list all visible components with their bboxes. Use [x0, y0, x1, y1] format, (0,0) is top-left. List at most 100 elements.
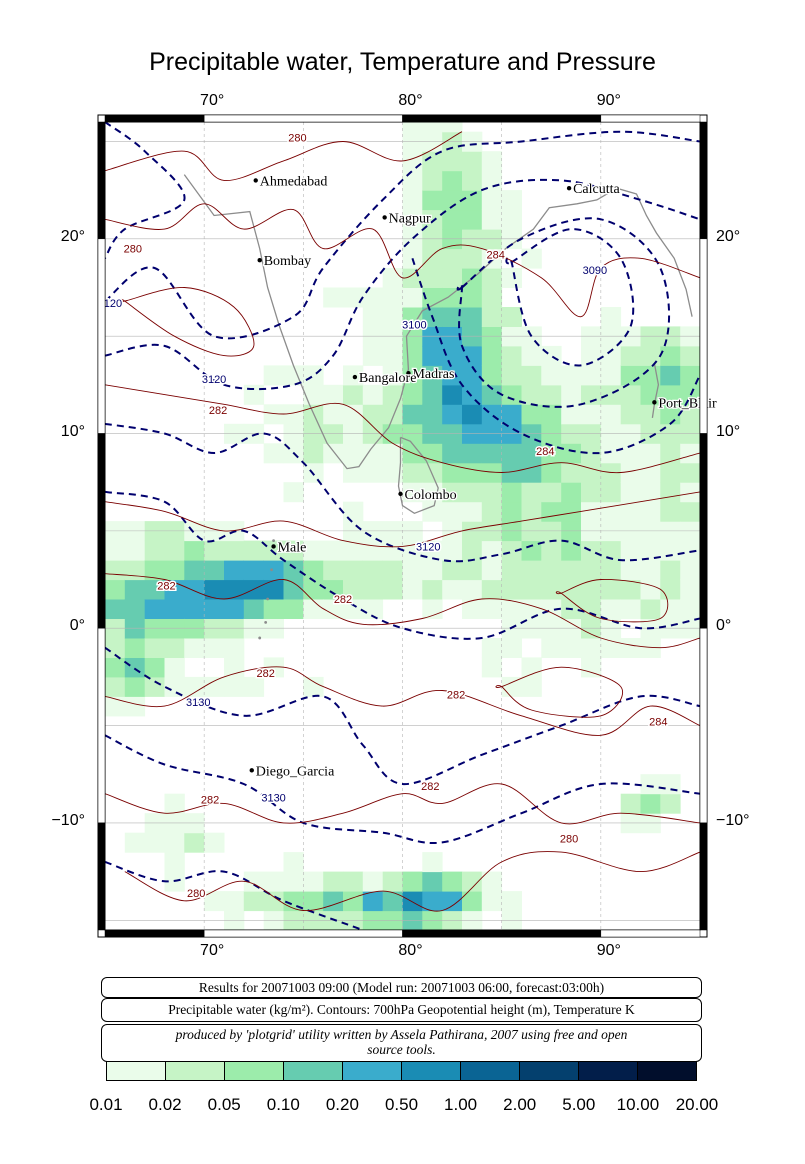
- precip-cell: [481, 345, 503, 366]
- precip-cell: [442, 404, 463, 425]
- city-dot: [382, 215, 387, 220]
- precip-cell: [422, 852, 443, 873]
- precip-cell: [382, 443, 403, 464]
- precip-cell: [481, 307, 503, 327]
- precip-cell: [581, 345, 602, 366]
- precip-cell: [224, 560, 245, 581]
- precip-cell: [422, 190, 443, 211]
- temperature-label: 280: [288, 132, 306, 144]
- precip-cell: [105, 657, 126, 678]
- city-madras[interactable]: Madras: [406, 366, 456, 383]
- city-diego-garcia[interactable]: Diego_Garcia: [249, 763, 336, 781]
- precip-cell: [462, 248, 483, 269]
- lon-tick-top: 70°: [200, 92, 225, 109]
- precip-cell: [640, 540, 661, 561]
- precip-cell: [442, 891, 463, 912]
- precip-cell: [581, 540, 602, 561]
- precip-cell: [402, 462, 423, 483]
- coastline-india: [183, 174, 693, 470]
- precip-cell: [283, 365, 304, 386]
- frame-segment: [97, 627, 106, 824]
- precip-cell: [362, 579, 384, 600]
- temperature-label: 282: [256, 668, 274, 680]
- precip-cell: [501, 599, 522, 619]
- city-calcutta[interactable]: Calcutta: [566, 181, 622, 198]
- colorbar-label: 0.20: [325, 1095, 359, 1114]
- precip-cell: [362, 891, 384, 912]
- precip-cell: [481, 579, 503, 600]
- precip-cell: [660, 365, 681, 386]
- precip-cell: [581, 443, 602, 464]
- precip-cell: [144, 638, 165, 658]
- precip-cell: [124, 540, 146, 561]
- precip-cell: [640, 579, 661, 600]
- precip-cell: [442, 540, 463, 561]
- precip-cell: [323, 891, 344, 912]
- precip-cell: [501, 462, 522, 483]
- precip-cell: [382, 287, 403, 308]
- precip-cell: [164, 676, 185, 697]
- precip-cell: [343, 501, 364, 522]
- precip-cell: [660, 774, 681, 795]
- precip-cell: [144, 560, 165, 581]
- city-bangalore[interactable]: Bangalore: [352, 370, 418, 387]
- credit-note: produced by 'plotgrid' utility written b…: [101, 1024, 702, 1062]
- precip-cell: [303, 871, 324, 892]
- precip-cell: [402, 482, 423, 503]
- city-dot: [253, 178, 258, 183]
- city-male[interactable]: Male: [271, 539, 308, 557]
- precip-cell: [105, 540, 126, 561]
- precip-cell: [422, 268, 443, 288]
- temperature-contour: [105, 783, 700, 825]
- city-dot: [257, 258, 262, 263]
- temperature-contour: [555, 579, 669, 623]
- precip-cell: [164, 832, 185, 853]
- precip-cell: [521, 404, 542, 425]
- contours: [105, 122, 700, 930]
- precip-cell: [462, 462, 483, 483]
- precip-cell: [600, 307, 622, 327]
- city-colombo[interactable]: Colombo: [398, 487, 458, 504]
- precip-cell: [640, 404, 661, 425]
- lat-tick-right: 0°: [716, 617, 732, 635]
- precip-cell: [303, 579, 324, 600]
- precip-cell: [263, 579, 284, 600]
- precip-cell: [501, 209, 522, 230]
- precip-cell: [124, 579, 146, 600]
- precip-cell: [600, 345, 622, 366]
- island-marker: [266, 597, 270, 601]
- city-nagpur[interactable]: Nagpur: [382, 210, 432, 228]
- map-frame: [97, 114, 708, 938]
- precip-cell: [164, 852, 185, 873]
- temperature-contour: [105, 131, 463, 181]
- height-label: 3090: [583, 265, 607, 277]
- precip-cell: [343, 891, 364, 912]
- precip-cell: [184, 638, 205, 658]
- precip-cell: [600, 560, 622, 581]
- precip-cell: [680, 540, 700, 561]
- precip-cell: [422, 151, 443, 172]
- precip-cell: [680, 579, 700, 600]
- precip-cell: [501, 638, 522, 658]
- precip-cell: [481, 384, 503, 405]
- precip-cell: [501, 190, 522, 211]
- precipitable-water-map[interactable]: 280 280 284 3090 3100 3120 282 284 3120 282 282 282…: [0, 0, 805, 960]
- colorbar-label: 0.05: [207, 1095, 241, 1114]
- height-contour: [105, 860, 364, 930]
- city-bombay[interactable]: Bombay: [257, 253, 312, 270]
- city-ahmedabad[interactable]: Ahmedabad: [253, 173, 329, 191]
- precip-cell: [501, 501, 522, 522]
- precip-cell: [422, 462, 443, 483]
- precip-cell: [402, 190, 423, 211]
- contour-labels: 280 280 284 3090 3100 3120 282 284 3120 282 282 282…: [102, 131, 669, 901]
- colorbar-cell: [520, 1062, 579, 1080]
- temperature-contour: [495, 666, 623, 718]
- precip-cell: [521, 248, 542, 269]
- precip-cell: [263, 365, 284, 386]
- precip-cell: [501, 365, 522, 386]
- precip-cell: [501, 891, 522, 912]
- colorbar-label: 5.00: [562, 1095, 596, 1114]
- precip-cell: [184, 540, 205, 561]
- precip-cell: [243, 891, 265, 912]
- city-label: Calcutta: [573, 182, 620, 197]
